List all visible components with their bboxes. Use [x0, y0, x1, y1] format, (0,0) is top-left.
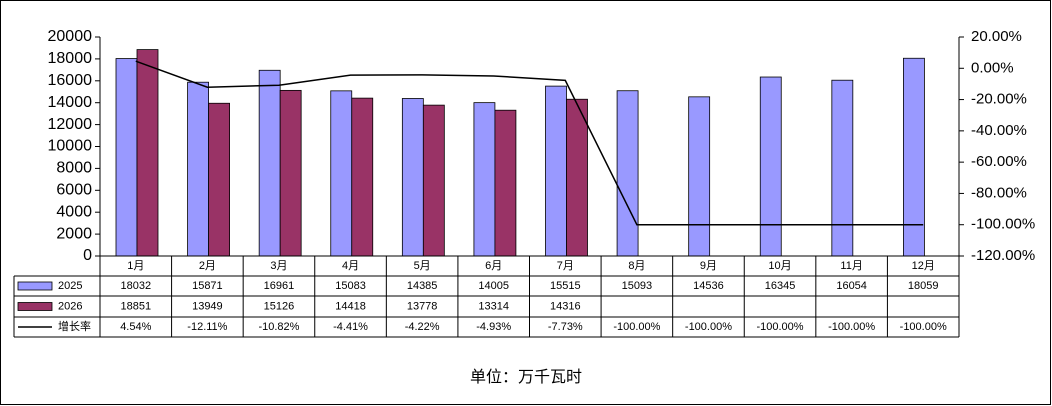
table-value: -100.00%	[900, 321, 947, 333]
x-tick-label: 6月	[485, 260, 502, 272]
y2-tick-label: -60.00%	[971, 153, 1027, 170]
y-tick-label: 16000	[48, 72, 93, 89]
legend-label: 2026	[58, 300, 82, 312]
bar	[473, 102, 496, 257]
table-value: 13949	[192, 300, 223, 312]
bar	[566, 98, 588, 257]
y-tick-label: 14000	[48, 94, 93, 111]
bar	[688, 96, 711, 257]
y-tick-label: 12000	[48, 116, 93, 133]
bar	[208, 102, 230, 257]
bar	[494, 109, 517, 257]
table-value: -100.00%	[613, 321, 660, 333]
legend-key	[17, 302, 53, 311]
bar	[401, 98, 424, 257]
bar	[115, 58, 138, 257]
footnote: 单位：万千瓦时	[470, 368, 582, 386]
x-tick-label: 12月	[912, 260, 935, 272]
table-value: -4.41%	[333, 321, 368, 333]
legend-label: 2025	[58, 280, 82, 292]
x-tick-label: 2月	[199, 260, 216, 272]
x-tick-label: 1月	[127, 260, 144, 272]
bar	[187, 81, 209, 257]
y-tick-label: 0	[83, 247, 92, 264]
table-value: 15871	[192, 280, 223, 292]
legend-label: 增长率	[58, 319, 91, 333]
bar	[903, 57, 925, 257]
table-value: 16345	[765, 280, 796, 292]
bar	[831, 79, 854, 257]
bar	[330, 90, 353, 257]
table-value: 14385	[407, 280, 438, 292]
y-tick-label: 8000	[56, 160, 92, 177]
table-value: 18851	[120, 300, 151, 312]
table-value: -4.22%	[405, 321, 440, 333]
table-value: 14418	[335, 300, 366, 312]
table-value: 14536	[693, 280, 724, 292]
bar	[351, 97, 374, 257]
y-tick-label: 18000	[48, 50, 93, 67]
y2-tick-label: -40.00%	[971, 122, 1027, 139]
x-tick-label: 5月	[414, 260, 431, 272]
table-value: -4.93%	[476, 321, 511, 333]
table-value: 16961	[264, 280, 295, 292]
table-value: 15515	[550, 280, 581, 292]
table-value: 14316	[550, 300, 581, 312]
x-tick-label: 11月	[840, 260, 862, 272]
y2-tick-label: 20.00%	[971, 28, 1022, 45]
y2-tick-label: 0.00%	[971, 59, 1014, 76]
y2-tick-label: -120.00%	[971, 247, 1035, 264]
legend-key	[17, 281, 53, 291]
x-tick-label: 9月	[700, 260, 717, 272]
table-value: 18059	[908, 280, 939, 292]
table-value: -7.73%	[548, 321, 583, 333]
bar	[616, 90, 639, 257]
table-value: 18032	[120, 280, 151, 292]
table-value: 14005	[478, 280, 509, 292]
table-value: -100.00%	[685, 321, 732, 333]
y2-tick-label: -80.00%	[971, 184, 1027, 201]
bar	[422, 104, 445, 257]
bar	[136, 49, 159, 257]
table-value: -12.11%	[187, 321, 227, 333]
y-tick-label: 10000	[48, 138, 93, 155]
table-value: 16054	[836, 280, 867, 292]
bar	[258, 69, 281, 257]
bar	[279, 89, 302, 257]
table-value: 13778	[407, 300, 438, 312]
x-tick-label: 7月	[557, 260, 574, 272]
y2-tick-label: -20.00%	[971, 91, 1027, 108]
bar	[759, 76, 782, 257]
y-tick-label: 6000	[56, 182, 92, 199]
table-value: 4.54%	[120, 321, 151, 333]
x-tick-label: 10月	[768, 260, 791, 272]
table-value: 15093	[622, 280, 653, 292]
y-tick-label: 20000	[48, 28, 93, 45]
y-tick-label: 2000	[56, 225, 92, 242]
x-tick-label: 3月	[270, 260, 287, 272]
table-value: -10.82%	[258, 321, 299, 333]
bar	[545, 85, 567, 257]
line-series	[135, 60, 924, 226]
x-tick-label: 8月	[628, 260, 645, 272]
x-tick-label: 4月	[342, 260, 359, 272]
y2-tick-label: -100.00%	[971, 216, 1035, 233]
y-tick-label: 4000	[56, 203, 92, 220]
table-value: -100.00%	[756, 321, 803, 333]
table-value: -100.00%	[828, 321, 875, 333]
table-value: 15083	[335, 280, 366, 292]
table-value: 13314	[478, 300, 509, 312]
table-value: 15126	[264, 300, 295, 312]
